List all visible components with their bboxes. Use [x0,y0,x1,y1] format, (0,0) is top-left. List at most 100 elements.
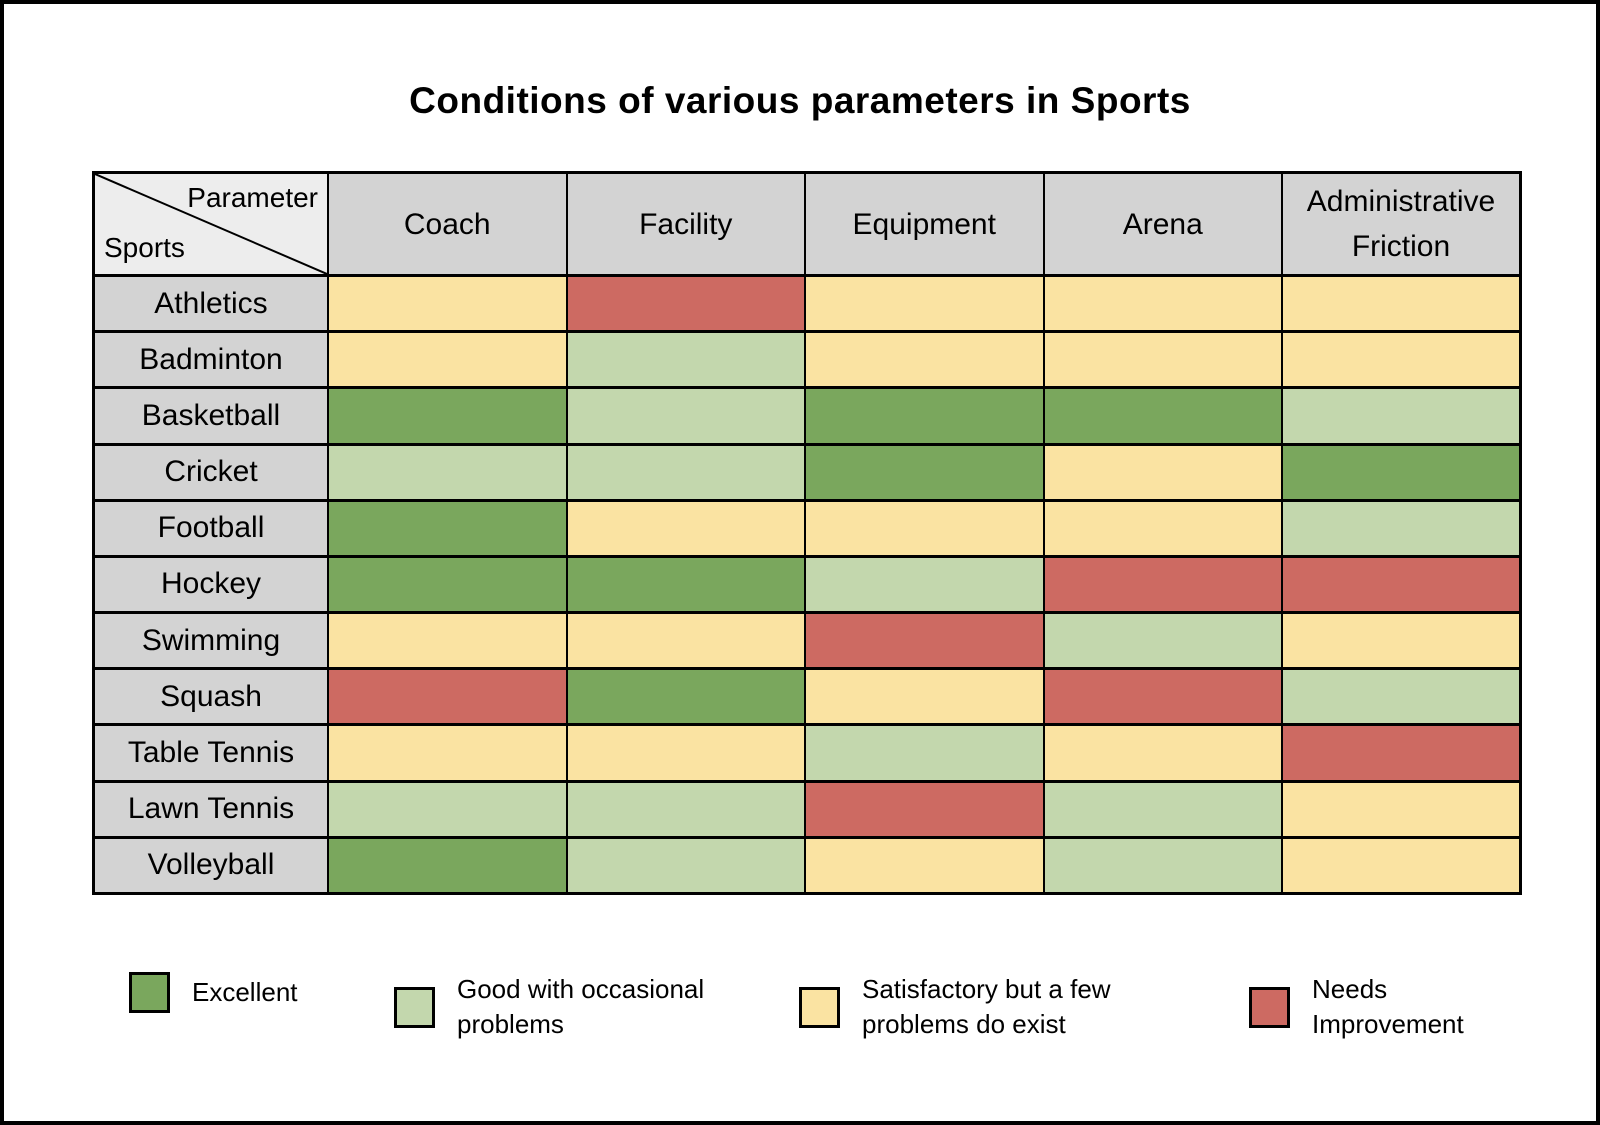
rating-cell [1042,667,1283,727]
rating-cell [327,386,568,446]
table-row: Football [92,498,1522,558]
rating-cell [327,723,568,783]
column-header: Facility [565,171,806,277]
rating-cell [804,554,1045,615]
row-label: Lawn Tennis [92,779,329,839]
rating-cell [565,330,806,390]
rating-cell [565,667,806,727]
rating-cell [565,835,806,896]
rating-cell [1042,386,1283,446]
rating-cell [1042,723,1283,783]
rating-cell [565,442,806,502]
rating-cell [1281,779,1522,839]
table-row: Squash [92,667,1522,727]
legend-item: Satisfactory but a few problems do exist [799,972,1162,1042]
rating-cell [1042,554,1283,615]
rating-cell [804,667,1045,727]
rating-cell [327,498,568,558]
legend-swatch-satisfactory [799,986,840,1028]
legend-label: Good with occasional problems [457,974,705,1039]
column-header: Arena [1042,171,1283,277]
rating-cell [327,554,568,615]
rating-cell [565,723,806,783]
row-label: Table Tennis [92,723,329,783]
legend: Excellent Good with occasional problems Sa… [4,972,1596,1062]
row-label: Football [92,498,329,558]
legend-label: Satisfactory but a few problems do exist [862,974,1111,1039]
rating-cell [804,779,1045,839]
rating-cell [804,498,1045,558]
legend-item: Good with occasional problems [394,972,729,1042]
rating-cell [804,835,1045,896]
corner-sports-label: Sports [104,232,185,263]
table-row: Volleyball [92,835,1522,896]
rating-cell [1281,611,1522,671]
rating-cell [1042,611,1283,671]
header-row: Parameter Sports Coach Facility Equipment A… [92,171,1522,277]
row-label: Cricket [92,442,329,502]
diagonal-divider-line [95,174,327,274]
legend-swatch-needs-improvement [1249,986,1290,1028]
rating-cell [1042,273,1283,334]
rating-cell [804,386,1045,446]
rating-cell [804,273,1045,334]
rating-cell [1042,779,1283,839]
rating-cell [1281,667,1522,727]
table-row: Swimming [92,611,1522,671]
row-label: Athletics [92,273,329,334]
rating-cell [565,779,806,839]
row-label: Squash [92,667,329,727]
row-label: Basketball [92,386,329,446]
rating-cell [1042,330,1283,390]
rating-cell [565,554,806,615]
row-label: Hockey [92,554,329,615]
rating-cell [1042,498,1283,558]
rating-cell [1281,723,1522,783]
column-header: Administrative Friction [1281,171,1522,277]
page-title: Conditions of various parameters in Spor… [409,80,1191,121]
rating-cell [327,835,568,896]
rating-cell [565,611,806,671]
table-row: Athletics [92,273,1522,334]
column-header: Equipment [804,171,1045,277]
rating-cell [327,273,568,334]
table-body: Athletics Badminton Basketball Cricket Footb… [92,273,1522,896]
rating-cell [1042,835,1283,896]
row-label: Badminton [92,330,329,390]
rating-cell [1281,273,1522,334]
legend-item: Excellent [129,972,298,1013]
table-row: Basketball [92,386,1522,446]
rating-cell [565,273,806,334]
table-row: Lawn Tennis [92,779,1522,839]
rating-cell [327,611,568,671]
rating-cell [327,442,568,502]
rating-cell [1281,330,1522,390]
rating-cell [1042,442,1283,502]
rating-cell [327,779,568,839]
rating-cell [1281,442,1522,502]
rating-cell [565,386,806,446]
corner-cell: Parameter Sports [92,171,329,277]
legend-label: Needs Improvement [1312,974,1464,1039]
legend-swatch-excellent [129,972,170,1013]
rating-cell [565,498,806,558]
rating-cell [327,667,568,727]
legend-swatch-good [394,986,435,1028]
table-row: Hockey [92,554,1522,615]
table-row: Cricket [92,442,1522,502]
row-label: Swimming [92,611,329,671]
conditions-table: Parameter Sports Coach Facility Equipment A… [92,171,1522,896]
rating-cell [1281,498,1522,558]
rating-cell [804,611,1045,671]
corner-parameter-label: Parameter [187,182,318,213]
rating-cell [1281,386,1522,446]
rating-cell [804,442,1045,502]
rating-cell [1281,835,1522,896]
column-header: Coach [327,171,568,277]
legend-item: Needs Improvement [1249,972,1482,1042]
legend-label: Excellent [192,977,298,1007]
rating-cell [1281,554,1522,615]
rating-cell [327,330,568,390]
table-header: Parameter Sports Coach Facility Equipment A… [92,171,1522,277]
